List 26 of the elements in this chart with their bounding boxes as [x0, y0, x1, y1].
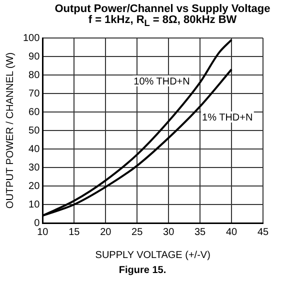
x-axis-title: SUPPLY VOLTAGE (+/-V) — [95, 250, 210, 261]
series-label: 1% THD+N — [202, 112, 253, 124]
y-tick-label: 30 — [28, 162, 40, 174]
y-tick-label: 70 — [28, 88, 40, 100]
y-tick-label: 60 — [28, 106, 40, 118]
y-axis-title: OUTPUT POWER / CHANNEL (W) — [4, 52, 16, 209]
chart-title: Output Power/Channel vs Supply Voltage — [54, 3, 272, 15]
y-tick-label: 50 — [28, 125, 40, 136]
y-tick-label: 40 — [28, 144, 40, 155]
x-tick-label: 40 — [226, 226, 238, 238]
y-tick-label: 90 — [28, 51, 40, 62]
y-tick-label: 80 — [28, 70, 40, 81]
y-tick-label: 100 — [22, 32, 40, 44]
x-tick-label: 15 — [68, 226, 80, 238]
x-tick-label: 35 — [194, 226, 206, 238]
caption: Figure 15. — [118, 265, 168, 276]
x-tick-label: 20 — [100, 226, 112, 238]
y-tick-label: 0 — [34, 218, 40, 229]
y-tick-label: 20 — [28, 180, 40, 192]
series-label: 10% THD+N — [134, 76, 190, 88]
x-tick-label: 45 — [257, 226, 269, 238]
x-tick-label: 10 — [37, 226, 49, 238]
y-tick-label: 10 — [28, 199, 40, 210]
chart-subtitle: f = 1kHz, R$_{L}$ = 8Ω, 80kHz BW — [88, 14, 237, 30]
x-tick-label: 30 — [163, 226, 175, 238]
x-tick-label: 25 — [132, 226, 144, 238]
